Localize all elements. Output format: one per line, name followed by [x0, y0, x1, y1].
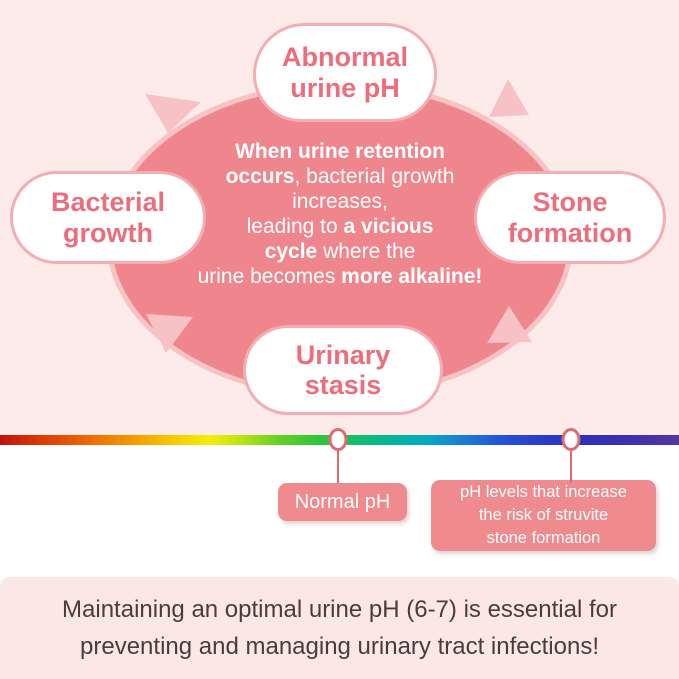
footer-banner: Maintaining an optimal urine pH (6-7) is…	[0, 577, 679, 679]
cycle-node-label: Stone formation	[507, 187, 633, 248]
ph-marker-normal-connector	[337, 451, 340, 483]
cycle-node-stone-formation: Stone formation	[474, 171, 666, 264]
cycle-arrow-bottom-left-icon	[146, 314, 193, 353]
ph-label-normal: Normal pH	[278, 483, 407, 521]
ph-label-text: pH levels that increase the risk of struv…	[460, 483, 627, 547]
cycle-arrow-top-left-icon	[145, 94, 201, 133]
ph-label-text: Normal pH	[294, 490, 391, 513]
cycle-section: When urine retention occurs, bacterial gr…	[0, 0, 679, 435]
cycle-node-label: Urinary stasis	[295, 339, 391, 401]
cycle-arrow-bottom-right-icon	[487, 306, 532, 343]
cycle-node-abnormal-urine-ph: Abnormal urine pH	[253, 23, 437, 122]
footer-text: Maintaining an optimal urine pH (6-7) is…	[62, 596, 617, 660]
cycle-center-text: When urine retention occurs, bacterial gr…	[197, 140, 483, 288]
ph-marker-struvite-risk-connector	[570, 451, 573, 483]
ph-marker-normal-icon	[328, 428, 348, 451]
ph-marker-struvite-risk-icon	[561, 428, 581, 451]
cycle-node-urinary-stasis: Urinary stasis	[243, 325, 443, 415]
cycle-node-label: Abnormal urine pH	[281, 42, 408, 103]
cycle-node-label: Bacterial growth	[50, 187, 166, 248]
ph-label-struvite-risk: pH levels that increase the risk of struv…	[431, 480, 656, 551]
cycle-arrow-top-right-icon	[489, 79, 529, 117]
cycle-node-bacterial-growth: Bacterial growth	[10, 171, 206, 264]
